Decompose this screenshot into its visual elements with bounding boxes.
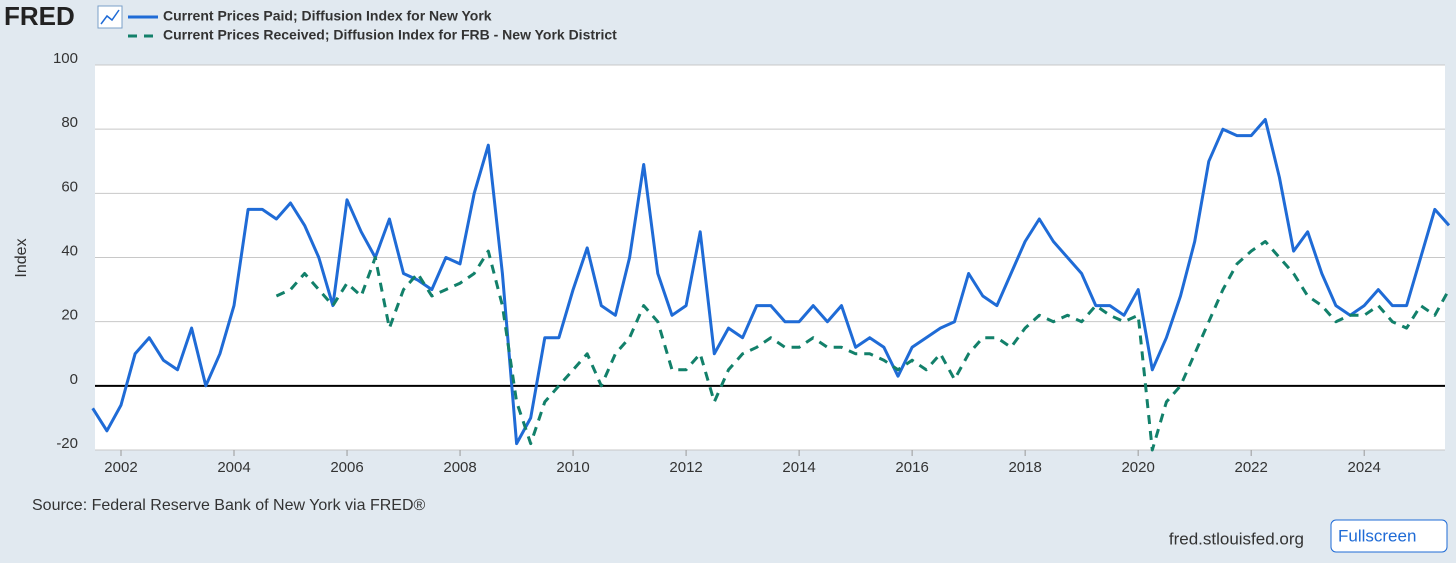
- fullscreen-button[interactable]: [1330, 519, 1448, 553]
- y-axis-label: Index: [13, 238, 30, 277]
- logo-icon: [97, 5, 123, 29]
- y-tick-label: -20: [56, 435, 78, 452]
- series-line: [275, 240, 1451, 452]
- x-tick-label: 2022: [1234, 459, 1267, 476]
- x-tick-label: 2016: [895, 459, 928, 476]
- x-tick-label: 2008: [443, 459, 476, 476]
- fullscreen-label[interactable]: Fullscreen: [1338, 526, 1416, 545]
- y-tick-label: 60: [61, 178, 78, 195]
- x-tick-label: 2010: [556, 459, 589, 476]
- x-tick-label: 2014: [782, 459, 815, 476]
- source: Source: Federal Reserve Bank of New York…: [32, 497, 426, 514]
- x-tick-label: 2012: [669, 459, 702, 476]
- x-tick-label: 2024: [1348, 459, 1381, 476]
- y-tick-label: 0: [70, 371, 78, 388]
- series-line: [91, 118, 1451, 446]
- legend-label: Current Prices Received; Diffusion Index…: [163, 27, 617, 43]
- logo-icon-line: [100, 9, 120, 25]
- x-tick-label: 2020: [1121, 459, 1154, 476]
- site-link[interactable]: fred.stlouisfed.org: [1169, 529, 1304, 548]
- x-tick-label: 2018: [1008, 459, 1041, 476]
- y-tick-label: 80: [61, 114, 78, 131]
- legend-label: Current Prices Paid; Diffusion Index for…: [163, 8, 492, 24]
- x-tick-label: 2002: [104, 459, 137, 476]
- x-tick-label: 2004: [217, 459, 250, 476]
- y-tick-label: 40: [61, 242, 78, 259]
- y-tick-label: 100: [53, 50, 78, 67]
- y-tick-label: 20: [61, 307, 78, 324]
- x-tick-label: 2006: [330, 459, 363, 476]
- logo: FRED: [4, 1, 75, 31]
